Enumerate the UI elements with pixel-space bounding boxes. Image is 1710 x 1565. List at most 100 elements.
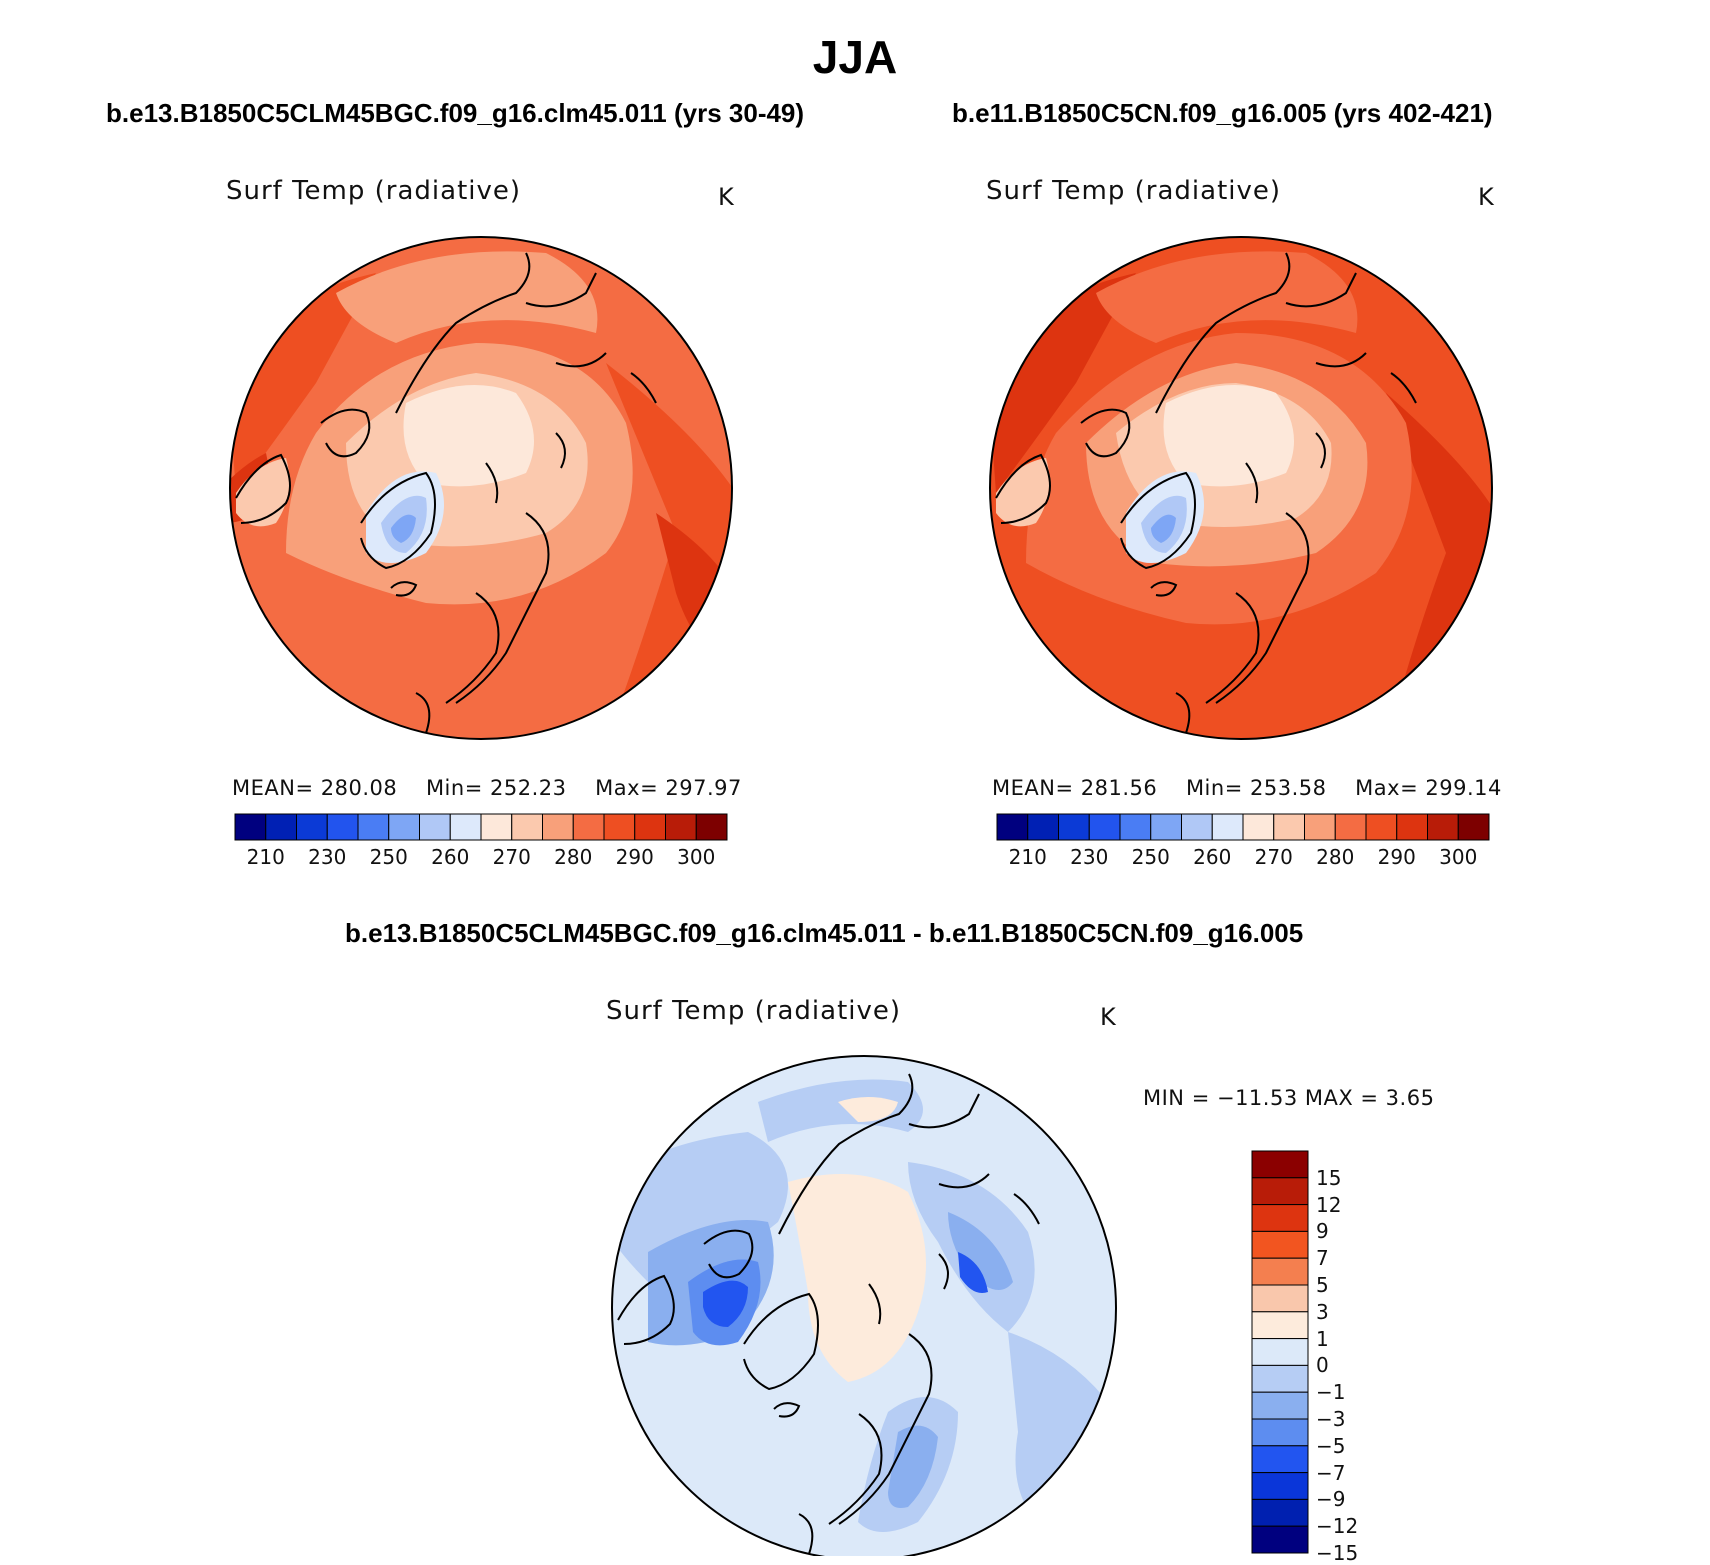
- colorbar-swatch: [1251, 1177, 1309, 1206]
- panel1-region-pole: [403, 385, 534, 487]
- colorbar-swatch: [296, 813, 328, 841]
- panel1-units: K: [718, 183, 734, 211]
- panel1-region-pacific-mild: [336, 251, 598, 343]
- colorbar-swatch: [996, 813, 1029, 841]
- colorbar-tick-label: 15: [1316, 1165, 1342, 1190]
- colorbar-swatch: [1119, 813, 1152, 841]
- panel1-mean-value: 280.08: [320, 776, 398, 800]
- colorbar-tick-label: 260: [431, 845, 470, 869]
- diff-region-europe-colder: [888, 1425, 938, 1508]
- colorbar-swatch: [265, 813, 297, 841]
- colorbar-tick-label: 210: [1008, 845, 1047, 869]
- colorbar-swatch: [1150, 813, 1182, 841]
- panel1-min-value: 252.23: [489, 776, 567, 800]
- diff-region-east-cool: [1008, 1332, 1108, 1522]
- colorbar-swatch: [1427, 813, 1459, 841]
- colorbar-swatch: [1251, 1338, 1309, 1366]
- colorbar-tick-label: 3: [1316, 1299, 1329, 1324]
- colorbar-swatch: [1251, 1257, 1309, 1286]
- panel2-variable-title: Surf Temp (radiative): [986, 176, 1282, 206]
- panel1-min-label: Min=: [425, 776, 483, 800]
- diff-region-canada-coldest: [703, 1280, 748, 1327]
- panel1-max-label: Max=: [595, 776, 659, 800]
- colorbar-tick-label: 300: [1439, 845, 1478, 869]
- panel2-max-value: 299.14: [1425, 776, 1502, 800]
- panel2-region-pole: [1163, 385, 1294, 487]
- colorbar-tick-label: 280: [554, 845, 593, 869]
- panel1-map: [229, 236, 733, 740]
- panel2-units: K: [1478, 183, 1494, 211]
- colorbar-swatch: [1251, 1364, 1309, 1393]
- panel2-mean-value: 281.56: [1080, 776, 1158, 800]
- diff-region-pacific-cool: [758, 1079, 923, 1142]
- colorbar-swatch: [1181, 813, 1213, 841]
- colorbar-swatch: [1251, 1230, 1309, 1259]
- colorbar-swatch: [1251, 1498, 1309, 1527]
- difference-colorbar: [1251, 1150, 1309, 1554]
- diff-region-siberia-coldest: [958, 1252, 988, 1293]
- panel1-region-alaska: [236, 458, 290, 527]
- panel1-region-greenland-summit: [391, 514, 416, 543]
- panel1-colorbar-labels: 210 230 250 260 270 280 290 300: [234, 845, 728, 871]
- panel1-variable-title: Surf Temp (radiative): [226, 176, 522, 206]
- difference-map: [611, 1055, 1117, 1556]
- colorbar-swatch: [695, 813, 728, 841]
- panel1-case-title: b.e13.B1850C5CLM45BGC.f09_g16.clm45.011 …: [106, 98, 805, 128]
- colorbar-swatch: [1251, 1418, 1309, 1447]
- colorbar-tick-label: 230: [1070, 845, 1109, 869]
- panel2-min-label: Min=: [1185, 776, 1243, 800]
- colorbar-swatch: [634, 813, 666, 841]
- colorbar-tick-label: 250: [1131, 845, 1170, 869]
- colorbar-swatch: [511, 813, 543, 841]
- colorbar-swatch: [1251, 1284, 1309, 1313]
- diff-region-siberia-colder: [948, 1212, 1013, 1290]
- colorbar-tick-label: −12: [1316, 1514, 1359, 1539]
- panel2-region-pacific-mild: [1096, 251, 1358, 343]
- colorbar-swatch: [449, 813, 482, 841]
- colorbar-swatch: [1251, 1391, 1309, 1420]
- colorbar-tick-label: −5: [1316, 1433, 1346, 1458]
- colorbar-swatch: [234, 813, 267, 841]
- colorbar-tick-label: 250: [369, 845, 408, 869]
- panel2-stats: MEAN= 281.56 Min= 253.58 Max= 299.14: [992, 776, 1502, 800]
- panel1-coastlines: [235, 252, 657, 734]
- colorbar-swatch: [1251, 1472, 1309, 1500]
- panel2-min-value: 253.58: [1249, 776, 1327, 800]
- panel1-mean-label: MEAN=: [232, 776, 314, 800]
- colorbar-tick-label: −1: [1316, 1380, 1346, 1405]
- panel2-region-greenland-summit: [1151, 514, 1176, 543]
- colorbar-swatch: [1242, 813, 1275, 841]
- colorbar-swatch: [1457, 813, 1490, 841]
- colorbar-tick-label: 9: [1316, 1219, 1329, 1244]
- colorbar-swatch: [419, 813, 451, 841]
- panel1-colorbar: [234, 813, 728, 841]
- difference-coastlines: [617, 1073, 1040, 1555]
- colorbar-tick-label: 0: [1316, 1353, 1329, 1378]
- colorbar-tick-label: −9: [1316, 1487, 1346, 1512]
- panel2-map: [989, 236, 1493, 740]
- colorbar-swatch: [1365, 813, 1398, 841]
- colorbar-swatch: [357, 813, 390, 841]
- figure-title: JJA: [812, 31, 898, 83]
- colorbar-swatch: [542, 813, 574, 841]
- colorbar-tick-label: 12: [1316, 1192, 1342, 1217]
- colorbar-swatch: [665, 813, 697, 841]
- difference-variable-title: Surf Temp (radiative): [606, 996, 902, 1026]
- colorbar-swatch: [1334, 813, 1367, 841]
- panel1-map-border: [229, 236, 733, 740]
- colorbar-tick-label: −15: [1316, 1541, 1359, 1565]
- colorbar-tick-label: −7: [1316, 1460, 1346, 1485]
- colorbar-swatch: [1304, 813, 1336, 841]
- difference-minmax: MIN = −11.53 MAX = 3.65: [1143, 1086, 1435, 1110]
- panel1-max-value: 297.97: [665, 776, 742, 800]
- diff-region-arctic-warm: [788, 1174, 926, 1382]
- colorbar-tick-label: 300: [677, 845, 716, 869]
- panel2-region-alaska: [996, 458, 1050, 527]
- colorbar-tick-label: 270: [492, 845, 531, 869]
- panel2-map-border: [989, 236, 1493, 740]
- colorbar-swatch: [1251, 1150, 1309, 1179]
- colorbar-tick-label: 7: [1316, 1246, 1329, 1271]
- colorbar-swatch: [326, 813, 359, 841]
- colorbar-swatch: [1251, 1525, 1309, 1554]
- difference-units: K: [1100, 1003, 1116, 1031]
